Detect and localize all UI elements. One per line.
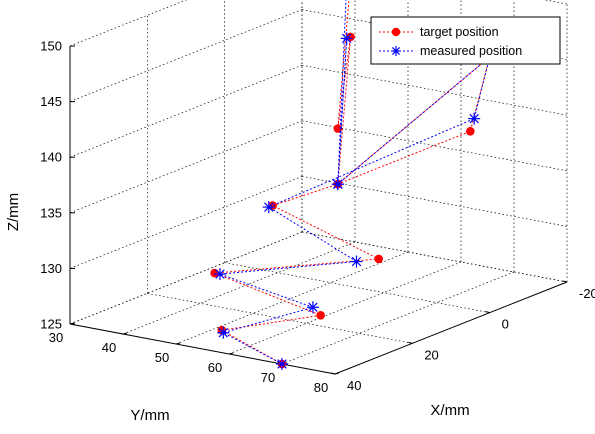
legend-entry-target: target position bbox=[379, 25, 499, 39]
y-tick-label: 50 bbox=[155, 350, 169, 365]
side-wall-grid-line bbox=[543, 0, 568, 5]
series-line bbox=[219, 0, 491, 365]
x-axis-label: X/mm bbox=[430, 402, 469, 419]
x-tick-mark bbox=[485, 311, 490, 314]
y-tick-label: 80 bbox=[314, 380, 328, 395]
y-tick-mark bbox=[334, 372, 340, 375]
asterisk-stroke bbox=[351, 256, 362, 267]
y-tick-mark bbox=[228, 352, 234, 355]
measured-point bbox=[350, 255, 363, 268]
x-tick-mark bbox=[562, 280, 568, 283]
y-tick-mark bbox=[122, 332, 128, 335]
measured-point bbox=[331, 178, 344, 191]
floor-grid-line bbox=[69, 323, 336, 375]
legend-box bbox=[370, 16, 561, 65]
x-tick-mark bbox=[408, 341, 413, 344]
asterisk-stroke bbox=[218, 328, 228, 338]
measured-point bbox=[276, 358, 288, 370]
z-axis-label: Z/mm bbox=[5, 193, 22, 231]
asterisk-stroke bbox=[308, 302, 318, 312]
tick-labels: 125 130 135 140 145 150 30 40 50 60 70 80 -20 0 20 40 bbox=[40, 39, 595, 396]
measured-point bbox=[468, 112, 481, 125]
y-tick-mark bbox=[69, 322, 75, 325]
back-wall-grid-line bbox=[69, 120, 303, 214]
legend-label-target: target position bbox=[420, 25, 499, 39]
legend-label-measured: measured position bbox=[420, 44, 522, 58]
legend-marker-target bbox=[391, 27, 401, 37]
measured-point bbox=[340, 32, 353, 45]
z-tick-label: 145 bbox=[40, 94, 62, 109]
x-tick-mark bbox=[330, 372, 336, 375]
asterisk-stroke bbox=[341, 33, 352, 44]
floor-grid-line bbox=[334, 281, 568, 375]
asterisk-stroke bbox=[469, 113, 479, 124]
back-wall-grid-line bbox=[69, 231, 303, 325]
target-point bbox=[374, 254, 383, 264]
x-tick-label: 0 bbox=[502, 317, 509, 332]
back-wall-grid-line bbox=[69, 9, 303, 102]
y-tick-label: 40 bbox=[102, 340, 116, 355]
side-wall-grid-line bbox=[301, 176, 568, 227]
floor-grid-line bbox=[122, 241, 356, 335]
floor-grid-line bbox=[175, 251, 409, 345]
target-point bbox=[316, 311, 325, 320]
z-tick-label: 125 bbox=[40, 317, 62, 332]
measured-point bbox=[262, 201, 275, 214]
floor-grid-line bbox=[281, 271, 515, 365]
axes-box bbox=[69, 46, 568, 375]
asterisk-stroke bbox=[277, 359, 287, 369]
z-tick-label: 150 bbox=[40, 39, 62, 54]
x-tick-label: 20 bbox=[424, 347, 438, 362]
z-tick-label: 140 bbox=[40, 150, 62, 165]
legend-marker-measured bbox=[391, 46, 401, 56]
x-tick-label: 40 bbox=[347, 378, 361, 393]
floor-grid-line bbox=[224, 262, 490, 314]
back-wall-grid-line bbox=[69, 64, 303, 158]
back-wall-grid-line bbox=[69, 176, 303, 269]
z-tick-label: 135 bbox=[40, 205, 62, 220]
legend-entry-measured: measured position bbox=[379, 44, 522, 58]
y-tick-label: 60 bbox=[208, 360, 222, 375]
asterisk-stroke bbox=[264, 202, 274, 212]
y-axis-label: Y/mm bbox=[130, 407, 169, 424]
side-wall-grid-line bbox=[301, 120, 568, 172]
measured-point bbox=[213, 268, 226, 281]
floor-grid-line bbox=[147, 292, 413, 344]
floor-grid-line bbox=[228, 261, 462, 355]
measured-point bbox=[306, 301, 319, 314]
z-tick-label: 130 bbox=[40, 261, 62, 276]
asterisk-stroke bbox=[333, 179, 343, 189]
y-tick-mark bbox=[175, 342, 181, 345]
target-point bbox=[466, 126, 475, 136]
side-wall-grid-line bbox=[301, 64, 568, 116]
side-wall-grid-line bbox=[301, 231, 568, 283]
back-wall-grid-line bbox=[69, 0, 187, 47]
legend: target position measured position bbox=[370, 16, 561, 65]
asterisk-stroke bbox=[215, 269, 225, 279]
target-point bbox=[346, 32, 355, 42]
x-tick-label: -20 bbox=[579, 286, 595, 301]
measured-point bbox=[217, 326, 230, 339]
y-tick-label: 70 bbox=[261, 370, 275, 385]
y-tick-label: 30 bbox=[49, 330, 63, 345]
